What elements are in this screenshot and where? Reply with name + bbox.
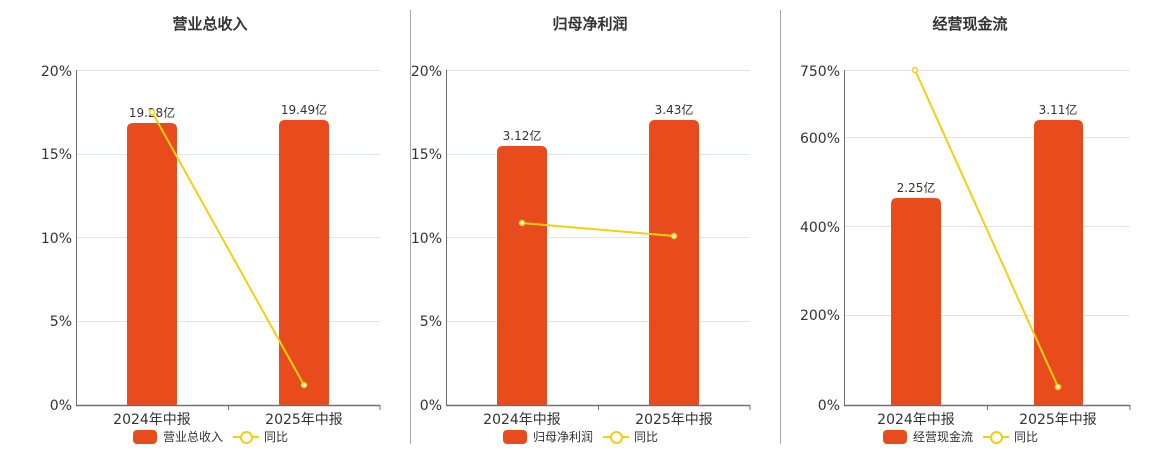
yoy-point[interactable] xyxy=(1054,383,1062,391)
y-tick: 5% xyxy=(420,314,442,330)
bar-2025[interactable] xyxy=(279,120,329,405)
x-axis-labels: 2024年中报 2025年中报 xyxy=(483,412,713,428)
x-tick: 2024年中报 xyxy=(113,412,191,428)
yoy-point[interactable] xyxy=(911,66,919,74)
chart-panel-revenue: 营业总收入 0% 5% 10% 15% 20% 19.28亿 19.49亿 xyxy=(0,0,410,450)
bar-2024[interactable] xyxy=(497,146,547,405)
x-axis-ticks xyxy=(987,405,1131,410)
legend-line-icon[interactable] xyxy=(983,430,1010,444)
y-tick: 600% xyxy=(800,131,840,147)
bar-value-labels: 2.25亿 3.11亿 xyxy=(897,102,1078,195)
legend: 经营现金流 同比 xyxy=(883,428,1038,445)
yoy-point[interactable] xyxy=(148,108,156,116)
yoy-point[interactable] xyxy=(518,219,526,227)
bar-value-label: 2.25亿 xyxy=(897,180,936,195)
chart-title: 经营现金流 xyxy=(932,15,1008,33)
x-tick: 2025年中报 xyxy=(1019,412,1097,428)
x-axis-labels: 2024年中报 2025年中报 xyxy=(113,412,343,428)
y-tick: 15% xyxy=(411,147,442,163)
x-axis-labels: 2024年中报 2025年中报 xyxy=(877,412,1097,428)
panel-divider xyxy=(780,10,781,444)
bar-value-labels: 3.12亿 3.43亿 xyxy=(503,102,694,143)
bars xyxy=(127,120,329,405)
x-axis-ticks xyxy=(228,405,381,410)
bar-2024[interactable] xyxy=(127,123,177,405)
legend-bar-swatch[interactable] xyxy=(883,429,907,444)
bar-2025[interactable] xyxy=(649,120,699,405)
legend-line-icon[interactable] xyxy=(603,430,630,444)
chart-title: 归母净利润 xyxy=(552,15,628,33)
bars xyxy=(891,120,1083,405)
y-tick: 20% xyxy=(411,64,442,80)
x-tick: 2025年中报 xyxy=(265,412,343,428)
x-tick: 2025年中报 xyxy=(635,412,713,428)
y-tick: 20% xyxy=(41,64,72,80)
y-tick: 200% xyxy=(800,308,840,324)
legend: 归母净利润 同比 xyxy=(503,428,658,445)
bar-value-label: 3.11亿 xyxy=(1039,102,1078,117)
y-axis-labels: 0% 200% 400% 600% 750% xyxy=(800,64,840,414)
yoy-point[interactable] xyxy=(670,232,678,240)
y-axis-labels: 0% 5% 10% 15% 20% xyxy=(411,64,442,414)
legend-line-label[interactable]: 同比 xyxy=(264,430,289,444)
yoy-line-series xyxy=(911,66,1062,391)
y-tick: 5% xyxy=(50,314,72,330)
legend-line-icon[interactable] xyxy=(233,430,260,444)
bar-2025[interactable] xyxy=(1034,120,1083,405)
legend: 营业总收入 同比 xyxy=(133,428,288,445)
x-axis-ticks xyxy=(598,405,751,410)
chart-plot: 0% 5% 10% 15% 20% 19.28亿 19.49亿 2024年中报 … xyxy=(41,64,381,428)
yoy-line-series xyxy=(148,108,308,389)
y-tick: 15% xyxy=(41,147,72,163)
bar-value-label: 3.43亿 xyxy=(655,102,694,117)
legend-line-label[interactable]: 同比 xyxy=(634,430,659,444)
y-tick: 0% xyxy=(50,398,72,414)
panel-divider xyxy=(410,10,411,444)
yoy-line-series xyxy=(518,219,678,240)
legend-bar-label[interactable]: 营业总收入 xyxy=(163,430,224,444)
chart-plot: 0% 5% 10% 15% 20% 3.12亿 3.43亿 2024年中报 20… xyxy=(411,64,751,428)
y-tick: 750% xyxy=(800,64,840,80)
legend-bar-swatch[interactable] xyxy=(133,429,157,444)
y-tick: 0% xyxy=(818,398,840,414)
y-tick: 10% xyxy=(411,231,442,247)
x-tick: 2024年中报 xyxy=(483,412,561,428)
y-tick: 0% xyxy=(420,398,442,414)
x-tick: 2024年中报 xyxy=(877,412,955,428)
legend-bar-label[interactable]: 归母净利润 xyxy=(533,430,594,444)
bars xyxy=(497,120,699,405)
legend-line-label[interactable]: 同比 xyxy=(1014,430,1039,444)
bar-2024[interactable] xyxy=(891,198,941,405)
bar-value-label: 19.49亿 xyxy=(281,102,327,117)
bar-value-labels: 19.28亿 19.49亿 xyxy=(129,102,327,120)
grid-lines xyxy=(845,70,1130,316)
y-tick: 10% xyxy=(41,231,72,247)
y-axis-labels: 0% 5% 10% 15% 20% xyxy=(41,64,72,414)
legend-bar-label[interactable]: 经营现金流 xyxy=(913,430,974,444)
y-tick: 400% xyxy=(800,220,840,236)
legend-bar-swatch[interactable] xyxy=(503,429,527,444)
yoy-point[interactable] xyxy=(300,381,308,389)
chart-panel-net-profit: 归母净利润 0% 5% 10% 15% 20% 3.12亿 3.43亿 xyxy=(411,15,751,445)
bar-value-label: 3.12亿 xyxy=(503,128,542,143)
chart-title: 营业总收入 xyxy=(172,15,248,33)
